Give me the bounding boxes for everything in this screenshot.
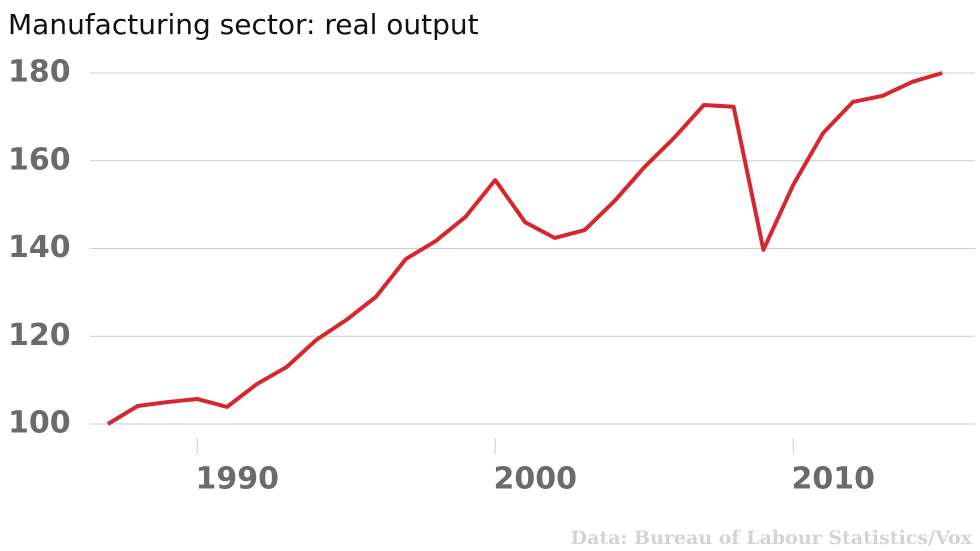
y-tick-label: 160 [8, 142, 71, 177]
x-tick-label: 2000 [494, 462, 578, 497]
x-tick-label: 1990 [196, 462, 280, 497]
line [106, 71, 943, 426]
chart-title: Manufacturing sector: real output [8, 8, 479, 41]
y-tick-label: 140 [8, 230, 71, 265]
y-tick-label: 180 [8, 55, 71, 90]
source: Data: Bureau of Labour Statistics/Vox [571, 527, 973, 549]
x-tick-label: 2010 [791, 462, 875, 497]
y-tick-label: 100 [8, 406, 71, 441]
y-tick-label: 120 [8, 318, 71, 353]
